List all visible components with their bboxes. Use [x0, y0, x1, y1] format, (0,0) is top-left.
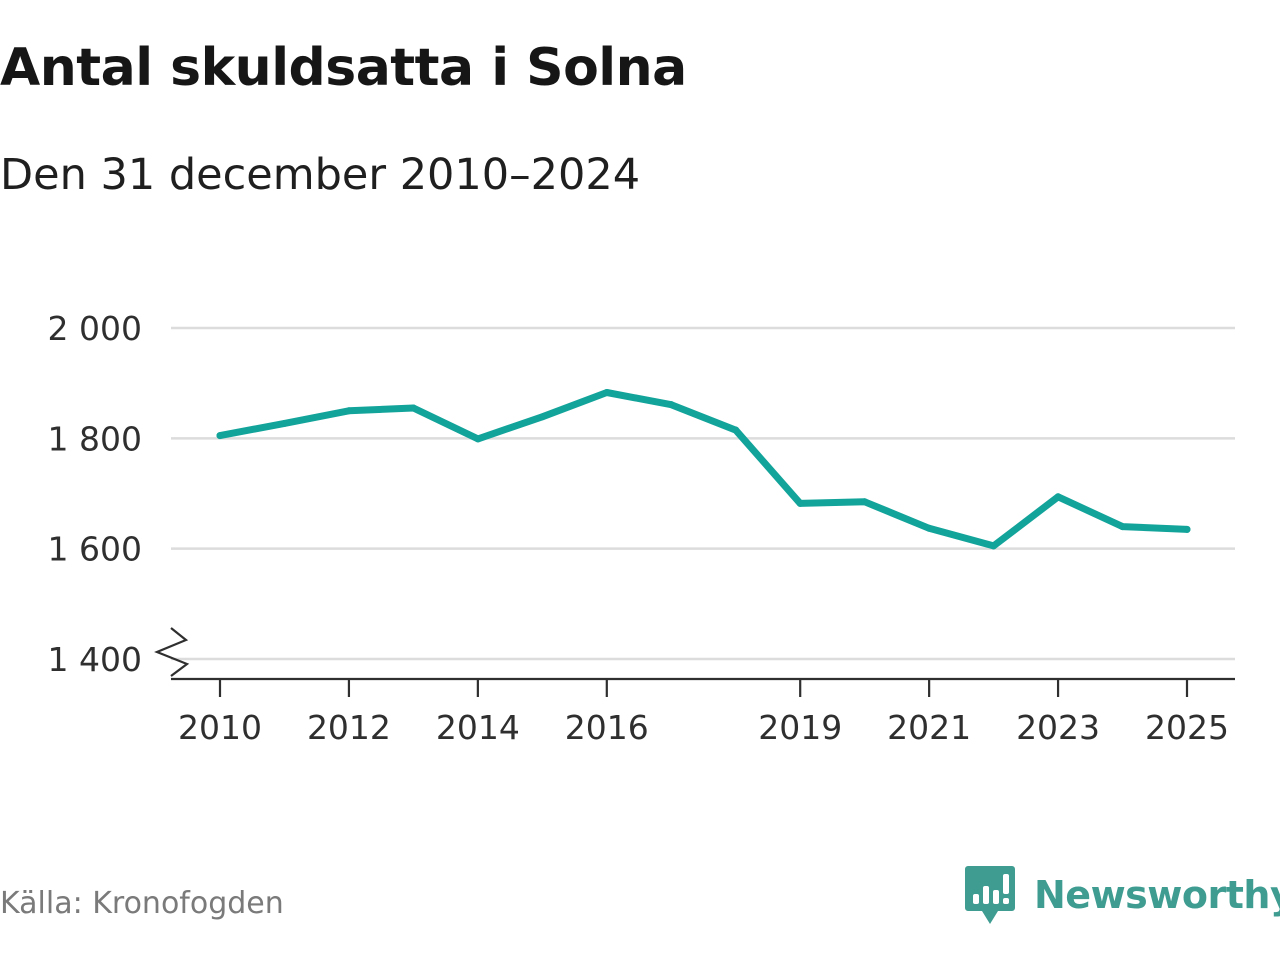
y-tick-label-1600: 1 600 [48, 530, 142, 569]
x-tick-label-2010: 2010 [178, 708, 262, 747]
grid-lines [171, 326, 1235, 661]
y-tick-label-1800: 1 800 [48, 419, 142, 458]
data-point-2018 [732, 426, 740, 434]
data-point-2023 [1054, 493, 1062, 501]
data-point-2021 [925, 524, 933, 532]
data-point-2016 [603, 389, 611, 397]
data-point-2014 [474, 435, 482, 443]
data-point-2012 [345, 407, 353, 415]
data-point-2010 [216, 432, 224, 440]
brand-name: Newsworthy [1034, 873, 1280, 917]
x-axis-labels: 2010 2012 2014 2016 2019 2021 2023 2025 [178, 708, 1229, 747]
axis-break-icon [154, 627, 190, 677]
data-point-2022 [990, 542, 998, 550]
series-line [216, 389, 1191, 550]
y-tick-label-2000: 2 000 [48, 309, 142, 348]
data-point-2020 [861, 498, 869, 506]
chart-title: Antal skuldsatta i Solna [0, 38, 687, 98]
x-axis [171, 677, 1235, 697]
data-point-2024 [1119, 523, 1127, 531]
newsworthy-logo-icon [965, 866, 1015, 924]
series-points [216, 389, 1191, 550]
source-text: Källa: Kronofogden [0, 886, 284, 921]
x-tick-label-2012: 2012 [307, 708, 391, 747]
y-tick-label-1400: 1 400 [48, 640, 142, 679]
brand-logo: Newsworthy [964, 864, 1280, 926]
data-point-2019 [796, 499, 804, 507]
data-point-2011 [280, 419, 288, 427]
x-tick-label-2025: 2025 [1145, 708, 1229, 747]
data-point-2025 [1183, 525, 1191, 533]
data-point-2013 [409, 404, 417, 412]
data-point-2015 [538, 413, 546, 421]
x-tick-label-2023: 2023 [1016, 708, 1100, 747]
x-tick-label-2019: 2019 [758, 708, 842, 747]
chart-subtitle: Den 31 december 2010–2024 [0, 150, 641, 200]
x-tick-label-2014: 2014 [436, 708, 520, 747]
x-tick-label-2021: 2021 [887, 708, 971, 747]
y-axis-labels: 1 400 1 600 1 800 2 000 [48, 309, 142, 679]
data-point-2017 [667, 401, 675, 409]
x-tick-label-2016: 2016 [565, 708, 649, 747]
